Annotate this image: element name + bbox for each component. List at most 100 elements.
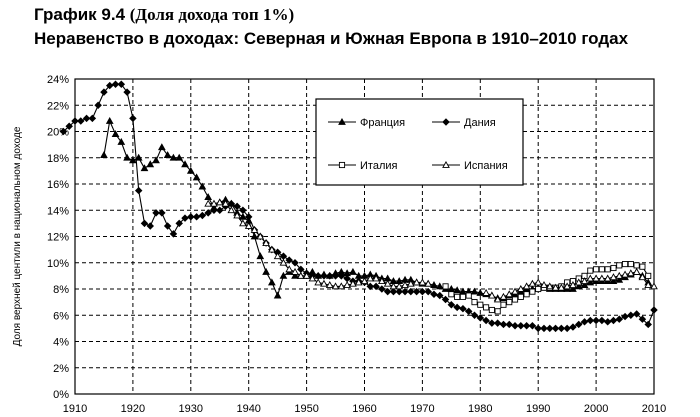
data-point-denmark	[111, 80, 120, 88]
data-point-denmark	[407, 287, 415, 296]
data-point-denmark	[198, 211, 207, 220]
data-point-spain	[395, 282, 404, 290]
data-point-italy	[500, 301, 507, 308]
data-point-france	[250, 232, 259, 240]
data-point-denmark	[331, 272, 340, 280]
data-point-denmark	[424, 287, 432, 296]
data-point-spain	[366, 274, 375, 282]
data-point-france	[146, 160, 155, 168]
y-tick-label: 0%	[53, 389, 69, 401]
data-point-denmark	[453, 303, 461, 312]
data-point-spain	[302, 271, 311, 279]
data-point-spain	[372, 274, 380, 282]
y-tick-label: 8%	[53, 284, 69, 296]
data-point-italy	[442, 283, 449, 290]
data-point-france	[349, 267, 357, 275]
data-point-spain	[557, 283, 566, 291]
chart-title: Неравенство в доходах: Северная и Южная …	[34, 29, 629, 48]
y-tick-label: 2%	[53, 363, 69, 375]
data-point-italy	[633, 262, 640, 269]
data-point-denmark	[441, 295, 450, 304]
data-point-denmark	[210, 206, 218, 214]
x-tick-labels: 1910 1920 1930 1940 1950 1960 1970 1980 1990 2000…	[63, 403, 666, 415]
data-point-denmark	[383, 287, 392, 296]
data-point-spain	[210, 199, 218, 207]
data-point-france	[580, 281, 589, 288]
data-point-spain	[401, 281, 409, 288]
data-point-spain	[551, 283, 560, 291]
data-point-denmark	[598, 316, 606, 325]
y-tick-label: 4%	[53, 337, 69, 349]
legend-label-france: Франция	[360, 117, 405, 129]
data-point-denmark	[499, 320, 508, 329]
data-point-france	[609, 277, 618, 285]
data-point-italy	[598, 266, 605, 273]
data-point-denmark	[505, 320, 513, 329]
data-point-denmark	[233, 202, 241, 211]
data-point-denmark	[650, 306, 658, 314]
y-tick-label: 22%	[47, 100, 69, 112]
data-point-spain	[493, 295, 502, 303]
data-point-france	[157, 143, 166, 151]
data-point-france	[117, 137, 126, 145]
data-point-france	[435, 282, 444, 290]
data-point-denmark	[134, 186, 143, 195]
data-point-spain	[488, 291, 496, 299]
data-point-denmark	[522, 322, 531, 330]
data-point-italy	[639, 263, 646, 270]
x-tick-label: 1980	[468, 403, 492, 415]
data-point-spain	[383, 279, 392, 287]
data-point-denmark	[123, 88, 131, 96]
data-point-italy	[616, 262, 623, 269]
data-point-italy	[465, 292, 472, 299]
x-tick-label: 1930	[179, 403, 203, 415]
data-point-denmark	[569, 323, 577, 331]
data-point-spain	[354, 278, 363, 286]
data-point-spain	[505, 290, 514, 298]
data-point-denmark	[638, 315, 647, 323]
data-point-france	[476, 288, 485, 296]
legend-marker-france	[338, 117, 346, 125]
series-spain	[204, 198, 658, 303]
data-point-france	[186, 166, 195, 174]
data-point-spain	[320, 279, 328, 287]
data-point-france	[134, 153, 143, 161]
data-point-italy	[517, 293, 524, 300]
data-point-denmark	[511, 322, 519, 330]
data-point-denmark	[343, 274, 351, 283]
data-point-spain	[250, 225, 259, 233]
data-point-denmark	[389, 287, 398, 296]
data-point-france	[586, 278, 595, 286]
data-point-spain	[325, 281, 334, 288]
data-point-spain	[632, 267, 641, 275]
data-point-france	[198, 182, 207, 190]
data-point-spain	[598, 274, 606, 282]
legend: Франция Дания Италия Испания	[315, 98, 524, 186]
data-point-italy	[483, 304, 490, 311]
data-point-denmark	[644, 320, 652, 329]
chart-header: График 9.4 (Доля дохода топ 1%) Неравенс…	[34, 4, 628, 50]
data-point-denmark	[557, 324, 566, 333]
legend-marker-italy	[338, 161, 346, 169]
data-point-spain	[406, 279, 415, 287]
data-point-denmark	[187, 213, 195, 221]
data-point-spain	[360, 277, 369, 285]
data-point-spain	[279, 258, 288, 266]
data-point-spain	[308, 274, 317, 282]
data-point-italy	[622, 261, 629, 268]
data-point-spain	[221, 199, 230, 207]
data-point-denmark	[546, 324, 554, 333]
y-axis-label: Доля верхней центили в национальном дохо…	[12, 126, 23, 346]
data-point-denmark	[615, 315, 623, 323]
legend-label-italy: Италия	[360, 160, 398, 172]
x-tick-label: 1920	[121, 403, 145, 415]
data-point-spain	[273, 252, 282, 260]
y-tick-label: 12%	[47, 232, 69, 244]
data-point-denmark	[158, 209, 166, 217]
data-point-denmark	[401, 287, 409, 296]
data-point-denmark	[412, 287, 421, 296]
data-point-italy	[454, 293, 461, 300]
data-point-spain	[580, 277, 589, 285]
data-point-france	[569, 284, 577, 292]
data-point-denmark	[609, 316, 618, 325]
